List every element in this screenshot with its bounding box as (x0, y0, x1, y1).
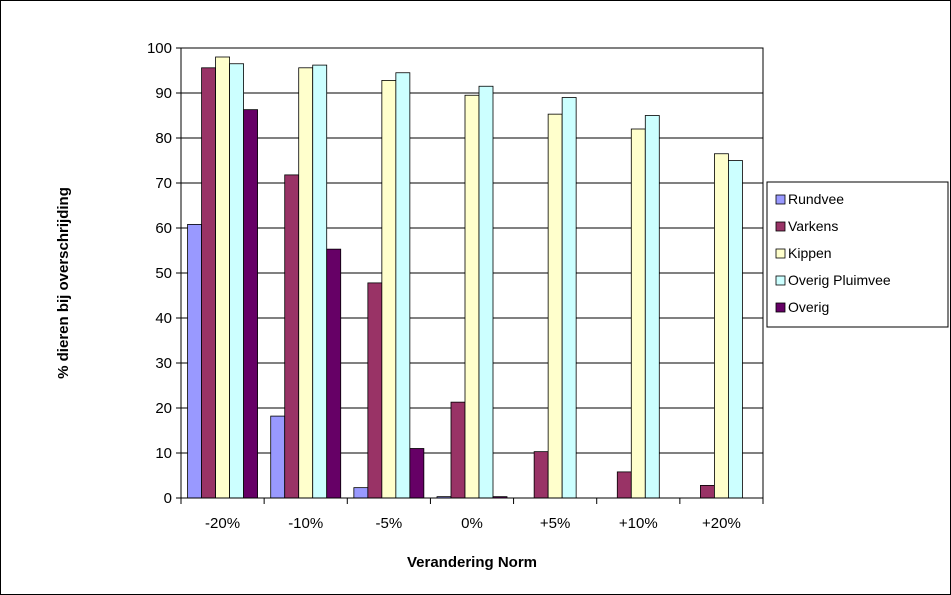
y-tick-label: 50 (155, 265, 172, 282)
bar-overig-pluimvee-6 (728, 160, 743, 499)
x-tick-label: +5% (540, 515, 570, 532)
legend-box (766, 181, 949, 328)
x-axis-ticks: -20% -10% -5% 0% +5% +10% +20% (180, 498, 764, 532)
legend-swatch-rundvee (775, 194, 786, 205)
y-tick-label: 60 (155, 220, 172, 237)
x-tick-label: 0% (461, 515, 483, 532)
bar-overig-pluimvee-2 (395, 72, 411, 499)
bar-kippen-2 (381, 80, 397, 499)
y-tick-label: 20 (155, 400, 172, 417)
y-tick-label: 100 (147, 40, 172, 57)
x-axis-title: Verandering Norm (407, 554, 537, 571)
bar-varkens-6 (700, 484, 715, 499)
y-tick-label: 30 (155, 355, 172, 372)
bar-overig-1 (326, 248, 342, 499)
y-tick-label: 0 (164, 490, 172, 507)
x-tick-label: -20% (205, 515, 240, 532)
bar-rundvee-1 (270, 415, 286, 499)
y-tick-label: 70 (155, 175, 172, 192)
bar-kippen-5 (630, 128, 646, 499)
bar-kippen-3 (464, 94, 480, 499)
bar-rundvee-2 (353, 487, 369, 499)
bar-varkens-4 (533, 451, 549, 499)
bar-varkens-0 (201, 67, 216, 499)
legend-label-overig-pluimvee: Overig Pluimvee (788, 272, 891, 288)
bar-varkens-2 (367, 282, 383, 499)
bar-kippen-0 (215, 56, 230, 499)
y-tick-label: 90 (155, 85, 172, 102)
bar-overig-pluimvee-1 (312, 64, 328, 499)
legend: Rundvee Varkens Kippen Overig Pluimvee Overi… (766, 181, 949, 328)
bars (187, 56, 743, 499)
bar-varkens-3 (450, 401, 466, 499)
legend-swatch-overig-pluimvee (775, 275, 786, 286)
x-tick-label: +20% (702, 515, 741, 532)
y-axis-ticks: 0 10 20 30 40 50 60 70 80 90 100 (147, 40, 181, 507)
x-tick-label: -5% (376, 515, 403, 532)
bar-rundvee-0 (187, 223, 202, 499)
bar-varkens-5 (616, 471, 632, 499)
legend-label-overig: Overig (788, 299, 829, 315)
bar-overig-pluimvee-0 (229, 63, 244, 499)
y-tick-label: 40 (155, 310, 172, 327)
bar-kippen-6 (714, 153, 729, 499)
x-tick-label: -10% (288, 515, 323, 532)
x-tick-label: +10% (619, 515, 658, 532)
bar-overig-pluimvee-3 (478, 85, 494, 499)
bar-kippen-4 (547, 113, 563, 499)
bar-overig-2 (409, 448, 425, 499)
y-axis-title: % dieren bij overschrijding (55, 187, 72, 379)
y-tick-label: 10 (155, 445, 172, 462)
bar-kippen-1 (298, 67, 314, 499)
legend-label-rundvee: Rundvee (788, 191, 844, 207)
y-tick-label: 80 (155, 130, 172, 147)
legend-swatch-varkens (775, 221, 786, 232)
legend-swatch-kippen (775, 248, 786, 259)
bar-varkens-1 (284, 174, 300, 499)
legend-label-varkens: Varkens (788, 218, 838, 234)
bar-overig-pluimvee-5 (644, 115, 660, 499)
bar-overig-0 (243, 109, 258, 499)
legend-swatch-overig (775, 302, 786, 313)
bar-overig-pluimvee-4 (561, 97, 577, 499)
legend-label-kippen: Kippen (788, 245, 832, 261)
